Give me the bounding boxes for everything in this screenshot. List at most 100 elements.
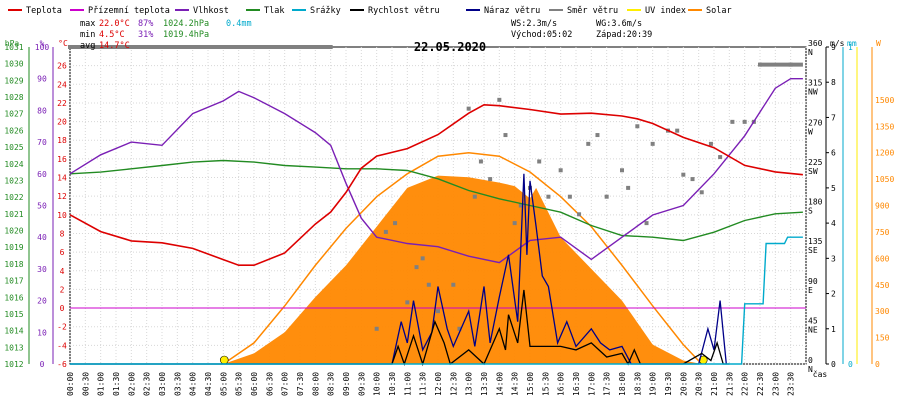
wind-dir-point xyxy=(472,194,477,199)
tick-time: 02:30 xyxy=(143,372,152,396)
tick-humidity: 30 xyxy=(37,265,47,274)
tick-wind-dir-deg: 270 xyxy=(808,118,823,127)
tick-wind-dir-deg: 225 xyxy=(808,158,823,167)
stat-avg-label: avg xyxy=(80,41,95,51)
tick-humidity: 90 xyxy=(37,75,47,84)
wind-dir-point xyxy=(586,141,591,146)
tick-wind-ms: 7 xyxy=(831,113,836,122)
tick-pressure: 1028 xyxy=(4,93,23,102)
tick-time: 11:30 xyxy=(419,372,428,396)
tick-solar: 1350 xyxy=(875,122,894,131)
unit-pct: % xyxy=(40,39,45,48)
wind-dir-point xyxy=(488,177,493,182)
tick-solar: 300 xyxy=(875,307,890,316)
tick-time: 00:00 xyxy=(66,372,75,396)
wind-dir-point xyxy=(626,185,631,190)
tick-time: 09:30 xyxy=(357,372,366,396)
legend-label: Rychlost větru xyxy=(368,6,440,16)
tick-wind-dir-label: S xyxy=(808,207,813,216)
sunset-time: Západ:20:39 xyxy=(596,30,652,40)
stat-max-temp: 22.0°C xyxy=(99,19,130,29)
wind-dir-point xyxy=(675,128,680,133)
tick-wind-dir-label: W xyxy=(808,127,813,136)
tick-temperature: 4 xyxy=(60,267,65,276)
tick-time: 07:30 xyxy=(296,372,305,396)
tick-time: 23:00 xyxy=(771,372,780,396)
wind-dir-point xyxy=(546,194,551,199)
tick-pressure: 1023 xyxy=(4,176,23,185)
legend-label: Tlak xyxy=(264,6,284,16)
wind-dir-point xyxy=(478,159,483,164)
legend-label: Teplota xyxy=(26,6,62,16)
wind-dir-point xyxy=(457,326,462,331)
tick-temperature: 24 xyxy=(57,80,67,89)
legend-label: Přízemní teplota xyxy=(88,6,170,16)
tick-temperature: 18 xyxy=(57,136,67,145)
wind-dir-point xyxy=(577,212,582,217)
wind-dir-point xyxy=(567,194,572,199)
wind-ws: WS:2.3m/s xyxy=(511,19,557,29)
tick-temperature: 20 xyxy=(57,118,67,127)
tick-temperature: 26 xyxy=(57,62,67,71)
tick-wind-ms: 0 xyxy=(831,360,836,369)
tick-time: 12:30 xyxy=(449,372,458,396)
tick-time: 05:30 xyxy=(235,372,244,396)
tick-temperature: 2 xyxy=(60,285,65,294)
sunrise-marker xyxy=(219,355,229,365)
wind-dir-point xyxy=(512,221,517,226)
tick-wind-dir-label: NE xyxy=(808,325,818,334)
tick-solar: 750 xyxy=(875,228,890,237)
wind-dir-point xyxy=(635,124,640,129)
tick-temperature: 8 xyxy=(60,229,65,238)
series-solar xyxy=(223,175,702,364)
tick-wind-ms: 6 xyxy=(831,149,836,158)
legend-label: Směr větru xyxy=(567,6,618,16)
tick-wind-dir-label: N xyxy=(808,48,813,57)
tick-pressure: 1014 xyxy=(4,327,23,336)
wind-dir-point xyxy=(730,119,735,124)
tick-temperature: 10 xyxy=(57,211,67,220)
tick-time: 18:30 xyxy=(633,372,642,396)
wind-dir-point xyxy=(595,133,600,138)
wind-dir-point xyxy=(604,194,609,199)
tick-time: 04:00 xyxy=(189,372,198,396)
tick-humidity: 60 xyxy=(37,170,47,179)
tick-humidity: 100 xyxy=(35,43,50,52)
tick-wind-dir-deg: 45 xyxy=(808,316,818,325)
tick-wind-dir-label: E xyxy=(808,286,813,295)
tick-wind-dir-label: N xyxy=(808,365,813,374)
tick-time: 19:00 xyxy=(649,372,658,396)
tick-pressure: 1030 xyxy=(4,60,23,69)
series-humidity xyxy=(69,77,803,264)
tick-pressure: 1016 xyxy=(4,293,23,302)
wind-dir-point xyxy=(451,282,456,287)
stat-min-label: min xyxy=(80,30,95,40)
date-title: 22.05.2020 xyxy=(414,40,486,54)
tick-time: 13:30 xyxy=(480,372,489,396)
tick-time: 21:00 xyxy=(710,372,719,396)
tick-temperature: 6 xyxy=(60,248,65,257)
tick-pressure: 1025 xyxy=(4,143,23,152)
wind-dir-point xyxy=(644,221,649,226)
wind-dir-point xyxy=(742,119,747,124)
tick-humidity: 20 xyxy=(37,297,47,306)
wind-dir-point xyxy=(708,141,713,146)
tick-humidity: 0 xyxy=(40,360,45,369)
tick-pressure: 1031 xyxy=(4,43,23,52)
tick-rain: 1 xyxy=(848,43,853,52)
wind-dir-point xyxy=(436,309,440,314)
unit-degc: °C xyxy=(58,39,68,48)
tick-time: 17:30 xyxy=(603,372,612,396)
tick-time: 08:00 xyxy=(311,372,320,396)
tick-time: 08:30 xyxy=(327,372,336,396)
tick-pressure: 1021 xyxy=(4,210,23,219)
tick-wind-dir-deg: 90 xyxy=(808,277,818,286)
legend-label: Náraz větru xyxy=(484,6,540,16)
tick-solar: 1200 xyxy=(875,149,894,158)
tick-time: 22:30 xyxy=(756,372,765,396)
tick-solar: 1050 xyxy=(875,175,894,184)
stat-max-label: max xyxy=(80,19,95,29)
tick-humidity: 50 xyxy=(37,202,47,211)
tick-wind-dir-deg: 180 xyxy=(808,198,823,207)
tick-rain: 0 xyxy=(848,360,853,369)
